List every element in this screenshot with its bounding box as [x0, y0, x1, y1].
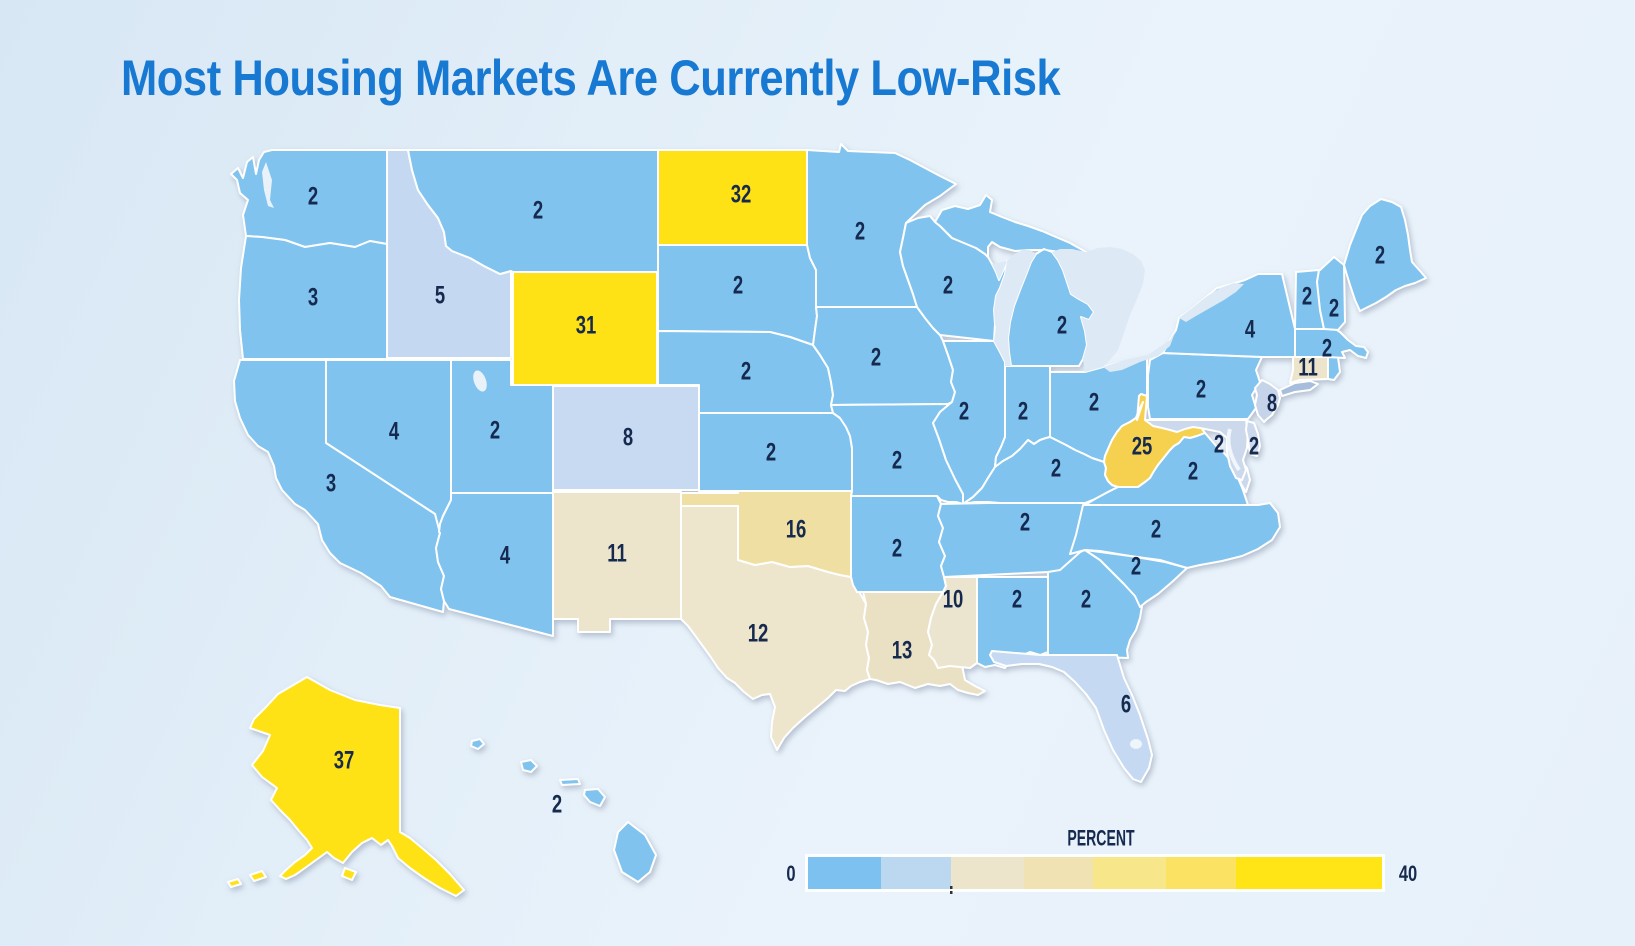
- svg-text:25: 25: [1132, 432, 1153, 460]
- svg-text:8: 8: [623, 423, 633, 451]
- svg-text:2: 2: [892, 534, 902, 562]
- svg-text:2: 2: [1214, 430, 1224, 458]
- svg-text:2: 2: [552, 790, 562, 818]
- svg-text:2: 2: [1249, 432, 1259, 460]
- svg-text:3: 3: [326, 469, 336, 497]
- svg-text:12: 12: [748, 619, 769, 647]
- svg-text:5: 5: [435, 281, 445, 309]
- svg-text:2: 2: [733, 271, 743, 299]
- svg-text:2: 2: [1322, 334, 1332, 362]
- svg-text:2: 2: [1151, 515, 1161, 543]
- svg-text:2: 2: [1012, 585, 1022, 613]
- svg-text:6: 6: [1121, 690, 1131, 718]
- svg-text:2: 2: [959, 397, 969, 425]
- svg-text:0: 0: [786, 862, 795, 887]
- svg-text:2: 2: [871, 343, 881, 371]
- svg-text:11: 11: [607, 539, 627, 567]
- svg-text:13: 13: [892, 636, 913, 664]
- svg-text:2: 2: [1196, 375, 1206, 403]
- svg-text:2: 2: [1302, 282, 1312, 310]
- svg-text:2: 2: [308, 182, 318, 210]
- svg-text:2: 2: [1018, 397, 1028, 425]
- svg-text:4: 4: [389, 417, 400, 445]
- svg-text:2: 2: [533, 196, 543, 224]
- svg-text:10: 10: [943, 585, 964, 613]
- svg-text:2: 2: [1188, 457, 1198, 485]
- svg-text:2: 2: [741, 357, 751, 385]
- svg-text:32: 32: [731, 180, 752, 208]
- svg-text:11: 11: [1298, 353, 1318, 381]
- svg-text:2: 2: [1051, 454, 1061, 482]
- svg-text:2: 2: [1329, 294, 1339, 322]
- svg-text:3: 3: [308, 283, 318, 311]
- svg-text:31: 31: [576, 311, 597, 339]
- svg-text:4: 4: [500, 541, 511, 569]
- svg-text:PERCENT: PERCENT: [1067, 825, 1135, 850]
- svg-text:4: 4: [1245, 315, 1256, 343]
- svg-text:2: 2: [1081, 585, 1091, 613]
- svg-text:2: 2: [1375, 241, 1385, 269]
- svg-text:2: 2: [943, 271, 953, 299]
- svg-text:2: 2: [855, 217, 865, 245]
- svg-text:16: 16: [786, 515, 807, 543]
- svg-text:37: 37: [334, 746, 355, 774]
- svg-text:40: 40: [1399, 862, 1418, 887]
- svg-text:8: 8: [1267, 389, 1277, 417]
- svg-text:2: 2: [490, 416, 500, 444]
- svg-text:2: 2: [892, 446, 902, 474]
- svg-text:2: 2: [766, 438, 776, 466]
- svg-text:2: 2: [1020, 508, 1030, 536]
- svg-text:2: 2: [1131, 552, 1141, 580]
- svg-text:2: 2: [1057, 311, 1067, 339]
- svg-text:2: 2: [1089, 388, 1099, 416]
